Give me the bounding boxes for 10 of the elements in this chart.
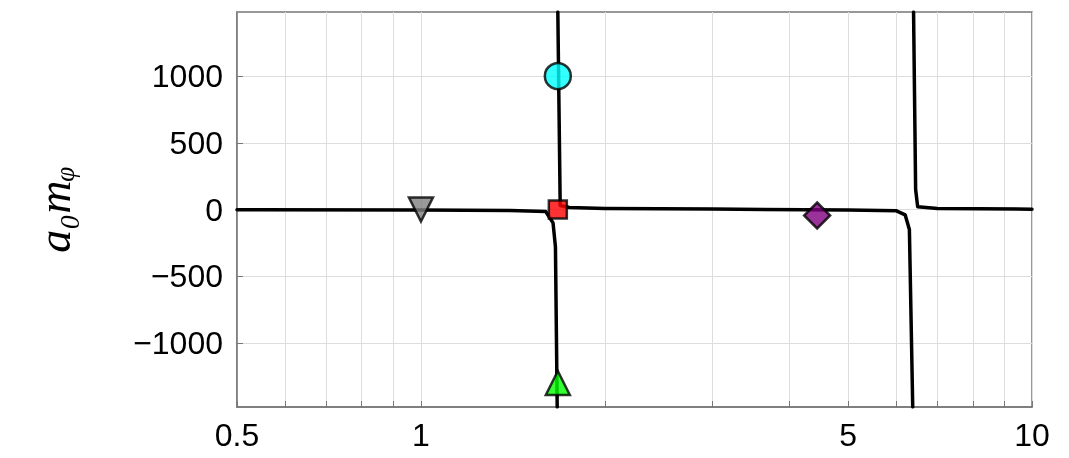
x-tick-label: 5: [839, 417, 857, 453]
x-tick-label: 10: [1014, 417, 1050, 453]
y-tick-label: −500: [150, 258, 223, 295]
y-tick-label: 500: [169, 124, 223, 161]
x-tick-label: 0.5: [214, 417, 260, 453]
y-axis-title: a₀mᵩ: [28, 166, 80, 253]
y-tick-label: −1000: [133, 324, 223, 361]
y-tick-label: 0: [205, 191, 223, 228]
y-tick-label: 1000: [151, 58, 223, 95]
x-tick-label: 1: [412, 417, 430, 453]
